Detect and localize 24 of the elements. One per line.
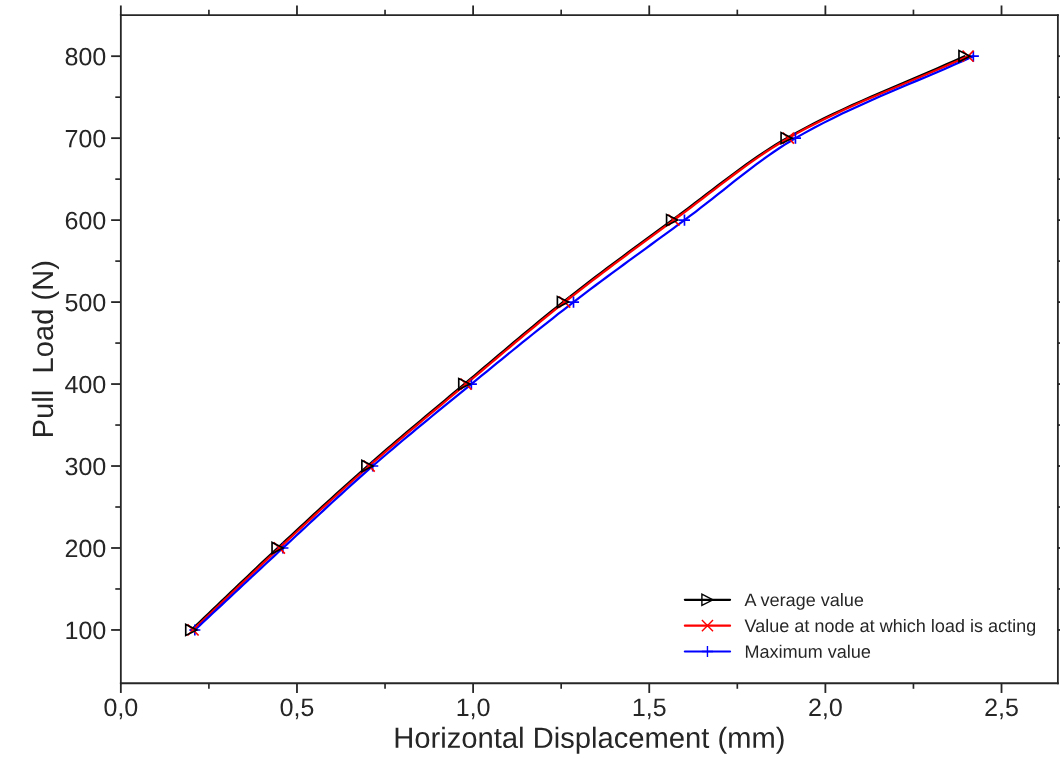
y-tick-label: 200 bbox=[65, 539, 106, 558]
y-tick-label: 400 bbox=[65, 375, 106, 394]
x-tick-label: 0,0 bbox=[104, 698, 138, 720]
x-tick-label: 0,5 bbox=[280, 698, 314, 720]
x-tick-label: 1,0 bbox=[457, 698, 490, 720]
x-tick-label: 2,0 bbox=[809, 698, 842, 720]
y-tick-label: 700 bbox=[65, 129, 106, 148]
y-tick-label: 300 bbox=[65, 457, 106, 476]
y-tick-label: 100 bbox=[66, 621, 106, 640]
legend-label: Maximum value bbox=[745, 644, 871, 658]
x-tick-label: 1,5 bbox=[633, 698, 666, 720]
point bbox=[678, 213, 691, 227]
point bbox=[276, 541, 290, 555]
y-tick-label: 600 bbox=[65, 211, 106, 230]
y-axis-title: Pull Load (N) bbox=[31, 261, 59, 436]
legend-label: Value at node at which load is acting bbox=[744, 618, 1036, 636]
y-tick-label: 800 bbox=[65, 47, 106, 66]
x-axis-title: Horizontal Displacement (mm) bbox=[395, 726, 784, 754]
point bbox=[366, 459, 380, 473]
point bbox=[958, 49, 971, 63]
point bbox=[567, 295, 580, 309]
x-tick-label: 2,5 bbox=[985, 698, 1018, 720]
y-tick-label: 500 bbox=[65, 293, 106, 312]
legend-label: A verage value bbox=[744, 593, 864, 610]
